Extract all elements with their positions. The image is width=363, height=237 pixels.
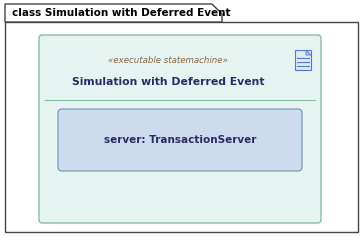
Bar (5, 22, 358, 232)
FancyBboxPatch shape (295, 50, 311, 70)
Polygon shape (5, 4, 222, 22)
Text: Simulation with Deferred Event: Simulation with Deferred Event (72, 77, 264, 87)
FancyBboxPatch shape (58, 109, 302, 171)
Text: class Simulation with Deferred Event: class Simulation with Deferred Event (12, 8, 231, 18)
Text: server: TransactionServer: server: TransactionServer (104, 135, 256, 145)
Polygon shape (306, 50, 311, 55)
Text: «executable statemachine»: «executable statemachine» (108, 55, 228, 64)
FancyBboxPatch shape (39, 35, 321, 223)
